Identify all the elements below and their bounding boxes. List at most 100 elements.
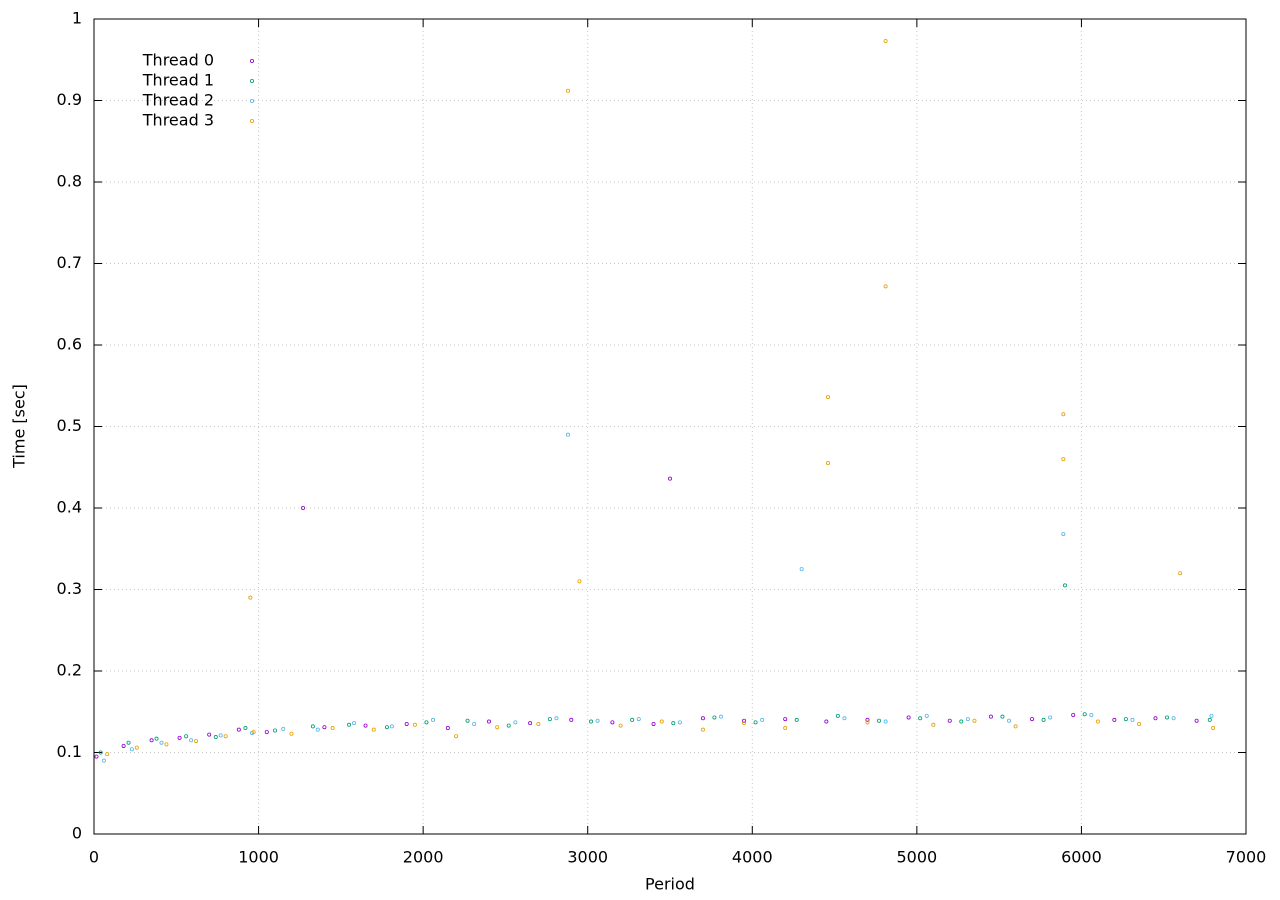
data-point	[1112, 717, 1117, 722]
data-point	[149, 738, 154, 743]
data-point	[94, 754, 99, 759]
data-point	[610, 720, 615, 725]
data-point	[883, 39, 888, 44]
data-point	[842, 716, 847, 721]
x-axis-label: Period	[645, 875, 695, 894]
data-point	[134, 745, 139, 750]
data-point	[347, 722, 352, 727]
data-point	[129, 747, 134, 752]
data-point	[472, 721, 477, 726]
data-point	[825, 461, 830, 466]
data-point	[824, 719, 829, 724]
data-point	[1062, 583, 1067, 588]
legend-label: Thread 0	[142, 51, 214, 70]
data-point	[1061, 412, 1066, 417]
data-point	[404, 721, 409, 726]
data-point	[1030, 717, 1035, 722]
y-tick-label: 0.5	[57, 416, 82, 435]
data-point	[424, 720, 429, 725]
data-point	[677, 720, 682, 725]
data-point	[1209, 713, 1214, 718]
data-point	[753, 720, 758, 725]
data-point	[1041, 717, 1046, 722]
y-tick-label: 0.1	[57, 742, 82, 761]
data-point	[1165, 715, 1170, 720]
data-point	[972, 718, 977, 723]
plot-frame	[93, 18, 1247, 835]
legend-label: Thread 2	[142, 91, 214, 110]
data-point	[1000, 714, 1005, 719]
data-point	[154, 736, 159, 741]
x-tick-label: 0	[89, 848, 99, 867]
data-point	[281, 726, 286, 731]
data-point	[1123, 717, 1128, 722]
data-point	[565, 88, 570, 93]
data-point	[1071, 713, 1076, 718]
data-point	[783, 717, 788, 722]
y-tick-label: 0.2	[57, 661, 82, 680]
data-point	[883, 284, 888, 289]
data-point	[352, 721, 357, 726]
x-tick-label: 4000	[732, 848, 773, 867]
data-point	[445, 726, 450, 731]
data-point	[213, 735, 218, 740]
data-point	[783, 726, 788, 731]
data-point	[865, 720, 870, 725]
data-point	[630, 717, 635, 722]
data-point	[189, 738, 194, 743]
data-point	[1153, 716, 1158, 721]
data-point	[310, 724, 315, 729]
data-point	[1211, 726, 1216, 731]
data-point	[164, 742, 169, 747]
data-point	[595, 718, 600, 723]
data-point	[513, 720, 518, 725]
data-point	[121, 743, 126, 748]
data-point	[1013, 724, 1018, 729]
data-point	[289, 731, 294, 736]
data-point	[636, 717, 641, 722]
data-point	[799, 567, 804, 572]
data-point	[1095, 719, 1100, 724]
data-point	[1137, 721, 1142, 726]
data-point	[184, 734, 189, 739]
legend-marker	[249, 79, 254, 84]
data-point	[194, 739, 199, 744]
x-tick-label: 1000	[238, 848, 279, 867]
data-point	[126, 740, 131, 745]
data-point	[835, 713, 840, 718]
x-tick-label: 3000	[567, 848, 608, 867]
y-tick-label: 0.6	[57, 335, 82, 354]
data-point	[712, 715, 717, 720]
data-point	[931, 722, 936, 727]
data-point	[965, 717, 970, 722]
data-point	[554, 716, 559, 721]
y-tick-label: 1	[72, 9, 82, 28]
y-tick-label: 0.8	[57, 172, 82, 191]
data-point	[668, 476, 673, 481]
data-point	[248, 595, 253, 600]
data-point	[218, 733, 223, 738]
y-tick-label: 0.9	[57, 90, 82, 109]
y-tick-label: 0.4	[57, 498, 82, 517]
data-point	[1061, 457, 1066, 462]
data-point	[1178, 571, 1183, 576]
data-point	[947, 718, 952, 723]
data-point	[700, 716, 705, 721]
y-tick-label: 0.3	[57, 579, 82, 598]
y-tick-label: 0.7	[57, 253, 82, 272]
legend-label: Thread 3	[142, 111, 214, 130]
data-point	[371, 727, 376, 732]
data-point	[547, 717, 552, 722]
data-point	[207, 732, 212, 737]
data-point	[454, 734, 459, 739]
data-point	[924, 713, 929, 718]
data-point	[577, 579, 582, 584]
data-point	[659, 719, 664, 724]
data-point	[1048, 715, 1053, 720]
data-point	[177, 735, 182, 740]
data-point	[273, 728, 278, 733]
data-point	[883, 719, 888, 724]
data-point	[877, 718, 882, 723]
data-point	[1171, 716, 1176, 721]
